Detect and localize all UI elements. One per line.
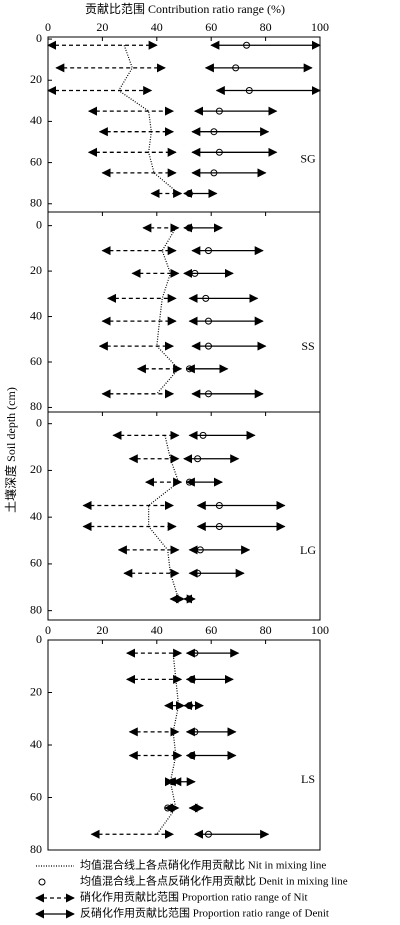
denit-point (185, 478, 193, 486)
chart-title: 贡献比范围 Contribution ratio range (%) (85, 1, 285, 16)
denit-point (191, 649, 199, 657)
denit-point (196, 546, 204, 554)
y-tick-label: 40 (30, 737, 42, 751)
plot-frame (47, 639, 321, 851)
denit-point (215, 501, 223, 509)
denit-point (202, 294, 210, 302)
denit-point (204, 830, 212, 838)
y-tick-label: 80 (30, 602, 42, 616)
plot-frame (47, 411, 321, 621)
x-tick-label: 0 (45, 623, 51, 637)
y-tick-label: 20 (30, 684, 42, 698)
denit-point (210, 169, 218, 177)
x-tick-label: 20 (96, 623, 108, 637)
y-tick-label: 0 (36, 415, 42, 429)
legend-label: 反硝化作用贡献比范围 Proportion ratio range of Den… (80, 906, 329, 920)
denit-point (169, 778, 177, 786)
y-tick-label: 0 (36, 632, 42, 646)
denit-point (204, 390, 212, 398)
x-tick-label: 80 (260, 20, 272, 34)
denit-point (194, 569, 202, 577)
y-tick-label: 0 (36, 31, 42, 45)
x-tick-label: 40 (151, 623, 163, 637)
y-tick-label: 20 (30, 263, 42, 277)
plot-frame (47, 36, 321, 213)
x-tick-label: 60 (205, 623, 217, 637)
x-tick-label: 60 (205, 20, 217, 34)
denit-point (215, 523, 223, 531)
denit-point (215, 148, 223, 156)
denit-point (191, 269, 199, 277)
y-tick-label: 80 (30, 196, 42, 210)
denit-point (204, 342, 212, 350)
plot-frame (47, 211, 321, 413)
y-tick-label: 60 (30, 154, 42, 168)
y-axis-label: 土壤深度 Soil depth (cm) (3, 387, 18, 513)
denit-point (185, 365, 193, 373)
denit-point (245, 87, 253, 95)
y-tick-label: 40 (30, 509, 42, 523)
panel-label: SG (300, 151, 316, 165)
legend-label: 均值混合线上各点硝化作用贡献比 Nit in mixing line (80, 858, 326, 872)
panel-label: LS (301, 772, 315, 786)
y-tick-label: 40 (30, 113, 42, 127)
denit-point (164, 804, 172, 812)
legend-label: 均值混合线上各点反硝化作用贡献比 Denit in mixing line (80, 874, 348, 888)
denit-point (232, 64, 240, 72)
y-tick-label: 60 (30, 354, 42, 368)
y-tick-label: 80 (30, 842, 42, 856)
legend-symbol (38, 878, 46, 886)
denit-point (204, 247, 212, 255)
x-tick-label: 20 (96, 20, 108, 34)
nit-mixing-line (148, 435, 180, 600)
denit-point (191, 728, 199, 736)
x-tick-label: 100 (311, 623, 329, 637)
y-tick-label: 20 (30, 462, 42, 476)
denit-point (188, 752, 196, 759)
denit-point (185, 224, 193, 232)
denit-point (194, 455, 202, 463)
nit-mixing-line (156, 653, 180, 835)
panel-label: LG (300, 543, 316, 557)
denit-point (243, 41, 251, 49)
denit-point (210, 128, 218, 136)
denit-point (188, 675, 196, 683)
denit-point (185, 702, 193, 710)
legend-label: 硝化作用贡献比范围 Proportion ratio range of Nit (80, 890, 308, 904)
denit-point (204, 317, 212, 325)
denit-point (185, 595, 193, 603)
y-tick-label: 80 (30, 399, 42, 413)
nit-mixing-line (117, 45, 179, 194)
y-tick-label: 40 (30, 308, 42, 322)
x-tick-label: 80 (260, 623, 272, 637)
y-tick-label: 60 (30, 789, 42, 803)
denit-point (199, 431, 207, 439)
x-tick-label: 0 (45, 20, 51, 34)
denit-point (185, 189, 193, 197)
panel-label: SS (301, 339, 314, 353)
y-tick-label: 0 (36, 217, 42, 231)
nit-mixing-line (156, 227, 180, 395)
x-tick-label: 40 (151, 20, 163, 34)
x-tick-label: 100 (311, 20, 329, 34)
y-tick-label: 20 (30, 72, 42, 86)
y-tick-label: 60 (30, 556, 42, 570)
denit-point (215, 107, 223, 115)
